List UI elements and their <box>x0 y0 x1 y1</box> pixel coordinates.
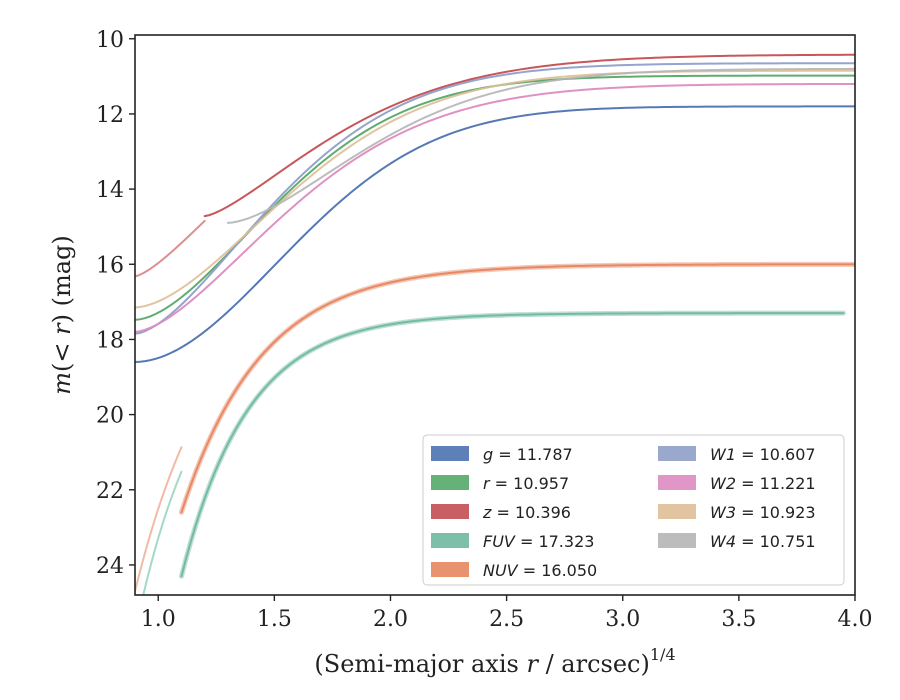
x-axis-label-exponent: 1/4 <box>650 645 676 664</box>
legend-swatch-NUV <box>431 562 469 577</box>
x-tick-label: 3.0 <box>605 607 640 632</box>
series-line-W2 <box>135 82 855 333</box>
legend-items: g = 11.787 r = 10.957 z = 10.396 FUV = 17.3… <box>431 445 816 580</box>
legend-swatch-r <box>431 475 469 490</box>
legend-label-g: g = 11.787 <box>483 445 573 464</box>
legend-label-W1: W1 = 10.607 <box>710 445 816 464</box>
legend-swatch-W3 <box>658 504 696 519</box>
y-tick-label: 24 <box>96 554 124 579</box>
y-tick-label: 22 <box>96 479 124 504</box>
y-axis: 10 12 14 16 18 20 22 24 <box>96 28 135 579</box>
legend-swatch-z <box>431 504 469 519</box>
series-line-FUV <box>180 312 845 578</box>
x-axis-label-var: r <box>526 650 539 678</box>
y-tick-label: 16 <box>96 253 124 278</box>
legend-label-W4: W4 = 10.751 <box>710 532 816 551</box>
x-tick-label: 1.5 <box>257 607 292 632</box>
series-line-W1 <box>135 62 855 335</box>
x-tick-label: 3.5 <box>721 607 756 632</box>
x-axis-label: (Semi-major axis r / arcsec)1/4 <box>314 645 675 678</box>
legend-swatch-W4 <box>658 533 696 548</box>
series-line-g <box>135 105 855 363</box>
series-line-z-inner <box>135 219 206 278</box>
legend-label-FUV: FUV = 17.323 <box>483 532 594 551</box>
legend-frame <box>422 434 845 586</box>
legend-label-z: z = 10.396 <box>482 503 571 522</box>
x-tick-label: 1.0 <box>141 607 176 632</box>
y-axis-label: m(< r) (mag) <box>48 235 76 395</box>
series-layer <box>135 53 855 595</box>
y-tick-label: 10 <box>96 28 124 53</box>
series-line-FUV-inner <box>142 470 183 595</box>
series-line-W3 <box>135 69 855 309</box>
legend-label-W3: W3 = 10.923 <box>710 503 816 522</box>
y-tick-label: 14 <box>96 178 124 203</box>
x-tick-label: 2.0 <box>373 607 408 632</box>
x-tick-label: 2.5 <box>489 607 524 632</box>
y-tick-label: 12 <box>96 103 124 128</box>
y-tick-label: 20 <box>96 404 124 429</box>
legend-swatch-FUV <box>431 533 469 548</box>
x-axis-label-main: (Semi-major axis <box>314 650 526 678</box>
x-tick-label: 4.0 <box>838 607 873 632</box>
series-line-W4 <box>226 67 855 224</box>
x-axis: 1.0 1.5 2.0 2.5 3.0 3.5 4.0 <box>141 595 873 632</box>
x-axis-label-tail: / arcsec) <box>538 650 650 678</box>
legend-label-W2: W2 = 11.221 <box>710 474 816 493</box>
plot-frame <box>134 34 856 596</box>
y-axis-label-main: m <box>48 372 76 395</box>
legend-label-r: r = 10.957 <box>483 474 569 493</box>
y-axis-label-paren: (< <box>48 335 76 372</box>
series-line-z <box>203 53 855 218</box>
legend-label-NUV: NUV = 16.050 <box>483 561 597 580</box>
series-line-NUV-inner <box>135 446 183 593</box>
legend-swatch-W2 <box>658 475 696 490</box>
y-axis-label-var: r <box>48 322 76 335</box>
series-line-NUV <box>180 263 855 514</box>
legend: g = 11.787 r = 10.957 z = 10.396 FUV = 17.3… <box>422 434 845 586</box>
legend-swatch-g <box>431 446 469 461</box>
legend-swatch-W1 <box>658 446 696 461</box>
y-axis-label-tail: ) (mag) <box>48 235 76 323</box>
y-tick-label: 18 <box>96 328 124 353</box>
